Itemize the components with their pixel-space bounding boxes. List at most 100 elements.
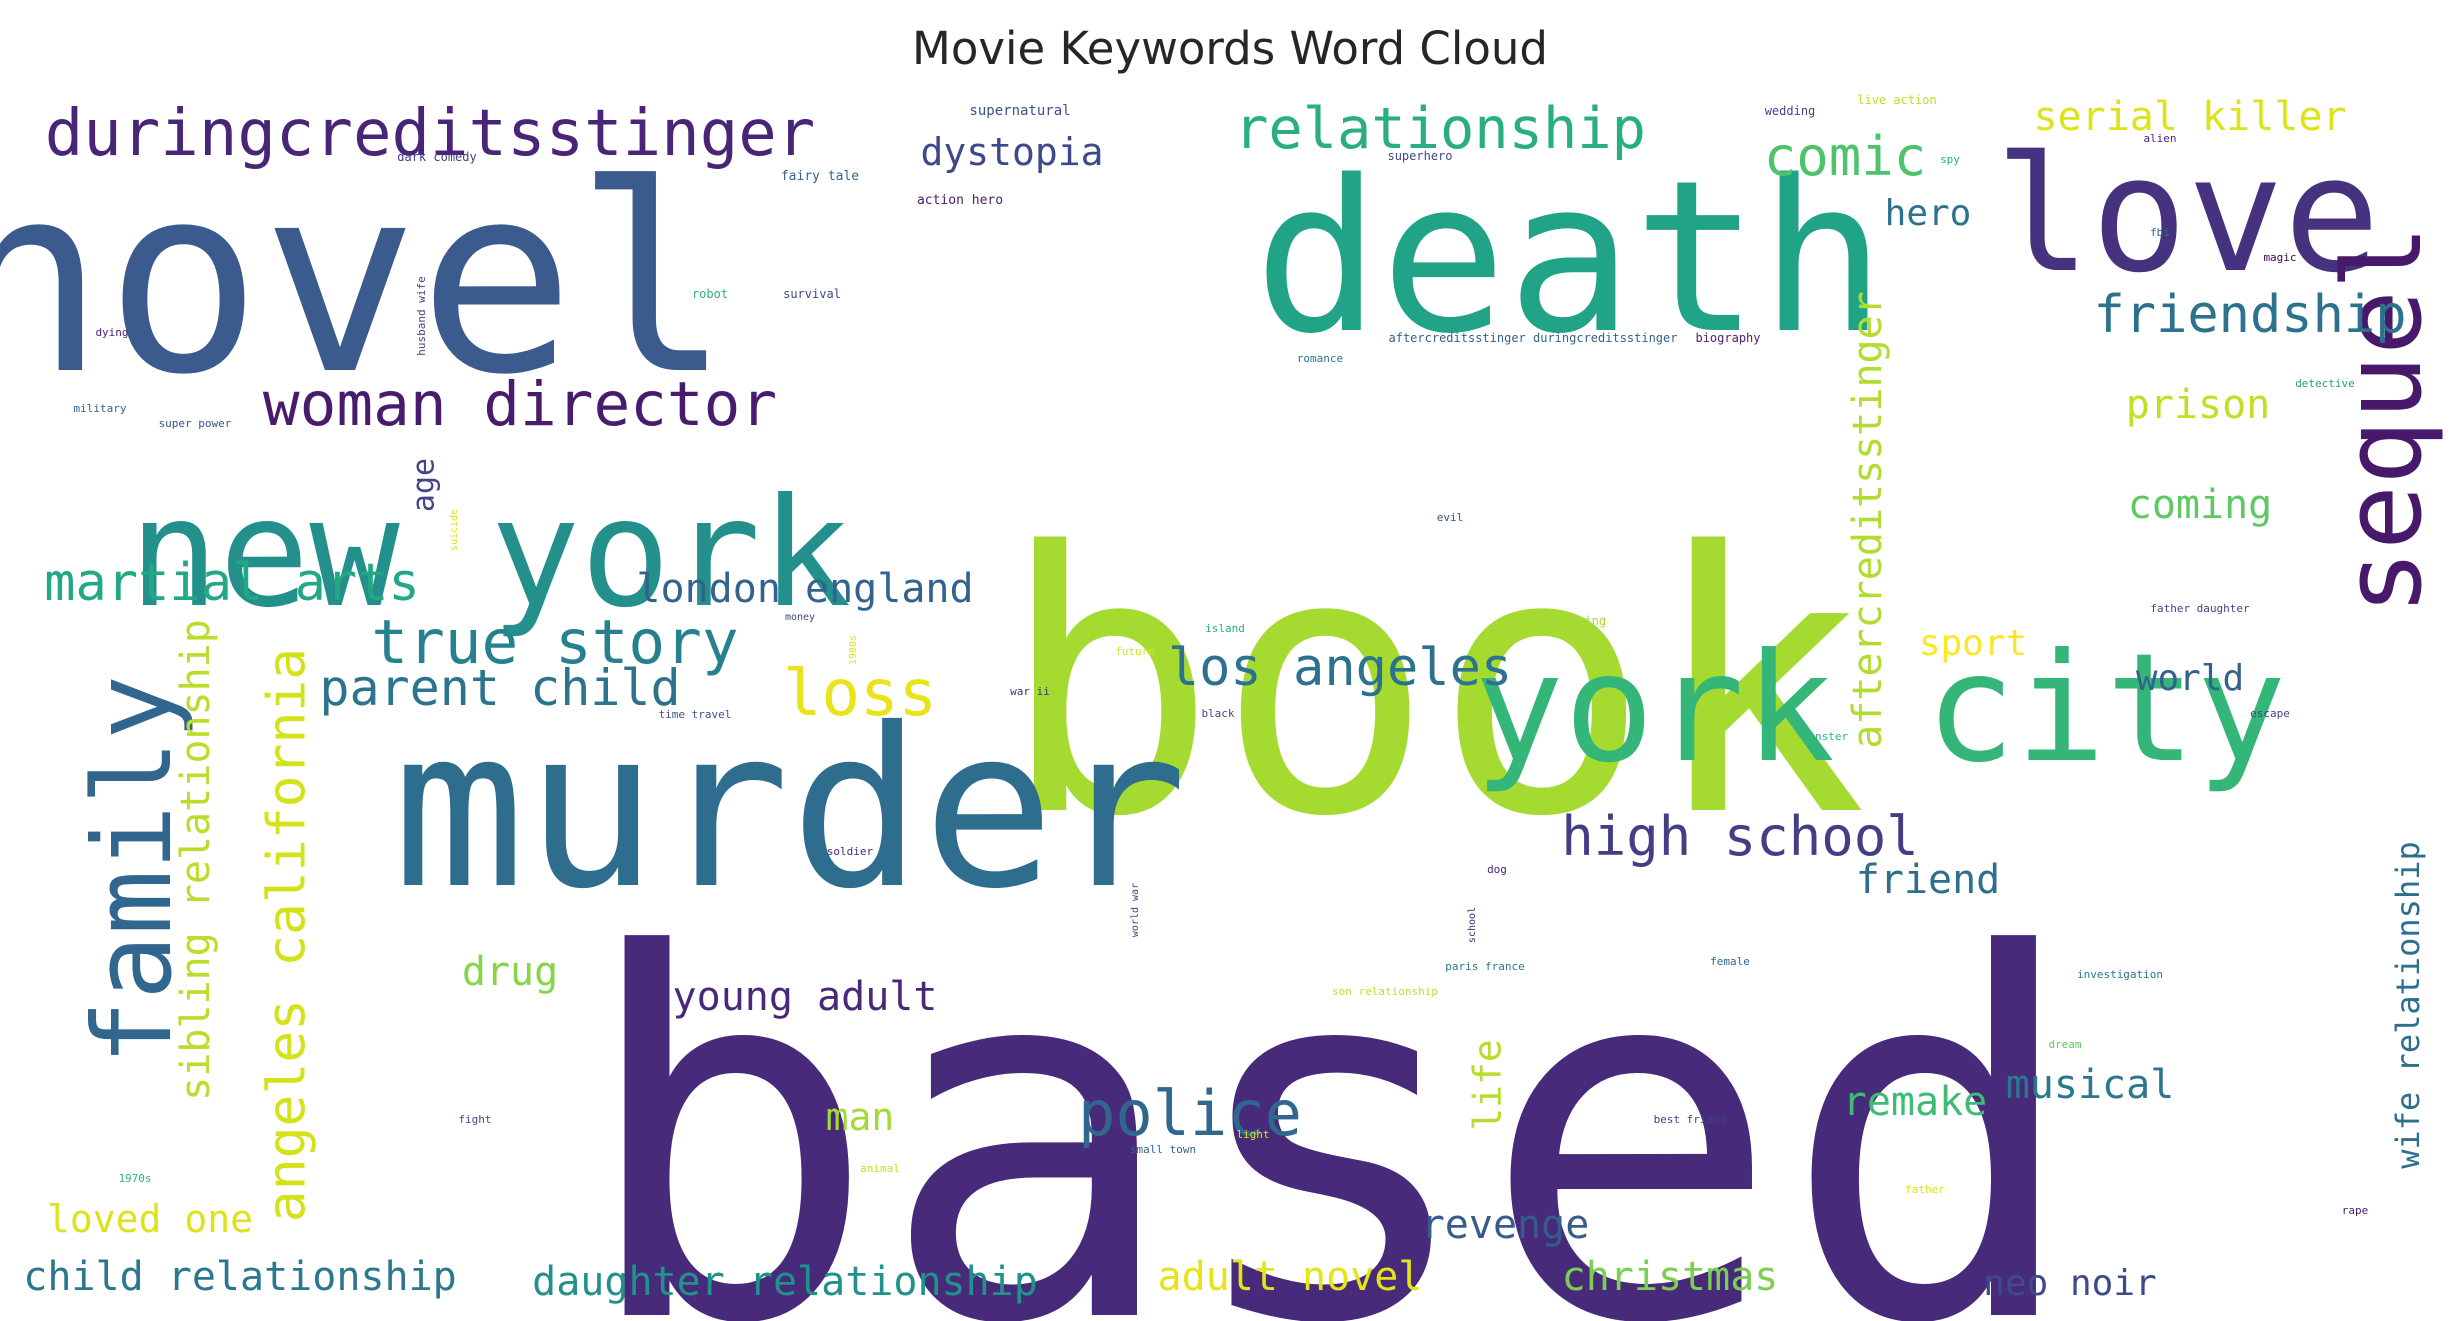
- word-supernatural: supernatural: [969, 103, 1070, 119]
- word-daughter-relationship: daughter relationship: [532, 1259, 1038, 1305]
- word-son-relationship: son relationship: [1332, 985, 1438, 998]
- word-robot: robot: [692, 287, 728, 301]
- word-school: school: [1467, 907, 1478, 943]
- word-police: police: [1078, 1077, 1302, 1150]
- word-book: book: [1000, 476, 1867, 895]
- word-high-school: high school: [1561, 805, 1919, 868]
- word-life: life: [1466, 1039, 1510, 1131]
- word-prison: prison: [2126, 382, 2271, 428]
- word-relationship: relationship: [1234, 96, 1646, 162]
- word-military: military: [74, 402, 127, 415]
- word-loss: loss: [783, 657, 937, 731]
- word-small-town: small town: [1130, 1143, 1196, 1156]
- word-musical: musical: [2006, 1062, 2175, 1108]
- word-hero: hero: [1885, 193, 1972, 234]
- word-wedding: wedding: [1765, 104, 1816, 118]
- word-light: light: [1236, 1128, 1269, 1141]
- word-spy: spy: [1940, 153, 1960, 166]
- chart-title: Movie Keywords Word Cloud: [912, 22, 1548, 75]
- word-drug: drug: [462, 949, 558, 995]
- word-based: based: [577, 851, 2082, 1321]
- word-loved-one: loved one: [47, 1197, 253, 1241]
- word-sibling-relationship: sibling relationship: [173, 619, 219, 1101]
- word-super-power: super power: [159, 417, 232, 430]
- word-young-adult: young adult: [673, 974, 938, 1020]
- word-new-york: new york: [129, 467, 851, 641]
- word-fairy-tale: fairy tale: [781, 169, 859, 184]
- word-comic: comic: [1764, 125, 1927, 188]
- word-romance: romance: [1297, 352, 1343, 365]
- word-london-england: london england: [636, 566, 973, 612]
- word-1980s: 1980s: [848, 635, 859, 665]
- word-biography: biography: [1695, 331, 1760, 345]
- word-dream: dream: [2048, 1038, 2081, 1051]
- word-love: love: [1995, 121, 2380, 308]
- word-kidnapping: kidnapping: [1534, 614, 1606, 628]
- word-1970s: 1970s: [118, 1172, 151, 1185]
- word-rape: rape: [2342, 1204, 2369, 1217]
- word-aftercreditsstinger-duringcreditsstinger: aftercreditsstinger duringcreditsstinger: [1389, 331, 1678, 345]
- word-child-relationship: child relationship: [23, 1254, 456, 1300]
- word-woman-director: woman director: [263, 369, 777, 440]
- word-monster: monster: [1802, 730, 1849, 743]
- word-superhero: superhero: [1387, 149, 1452, 163]
- word-novel: novel: [0, 130, 731, 432]
- word-parent-child: parent child: [319, 659, 680, 717]
- word-paris-france: paris france: [1445, 960, 1524, 973]
- word-husband-wife: husband wife: [415, 276, 428, 355]
- word-fbi: fbi: [2150, 226, 2170, 239]
- word-murder: murder: [393, 681, 1188, 937]
- word-investigation: investigation: [2077, 968, 2163, 981]
- word-future: future: [1115, 645, 1155, 658]
- word-escape: escape: [2250, 707, 2290, 720]
- word-death: death: [1254, 135, 1886, 380]
- word-best-friend: best friend: [1654, 1113, 1727, 1126]
- word-action-hero: action hero: [917, 193, 1003, 208]
- word-father-daughter: father daughter: [2150, 602, 2250, 615]
- word-evil: evil: [1437, 511, 1464, 524]
- word-revenge: revenge: [1421, 1202, 1590, 1248]
- word-friend: friend: [1856, 857, 2001, 903]
- word-dark-comedy: dark comedy: [397, 150, 476, 164]
- word-serial-killer: serial killer: [2033, 94, 2346, 140]
- word-family: family: [71, 675, 196, 1065]
- word-time-travel: time travel: [659, 708, 732, 721]
- word-suicide: suicide: [449, 509, 460, 551]
- word-angeles-california: angeles california: [257, 648, 318, 1222]
- word-age: age: [407, 458, 442, 512]
- word-dying: dying: [95, 326, 128, 339]
- word-female: female: [1710, 955, 1750, 968]
- word-father: father: [1905, 1183, 1945, 1196]
- word-remake: remake: [1843, 1079, 1988, 1125]
- word-adult-novel: adult novel: [1158, 1254, 1423, 1300]
- word-alien: alien: [2143, 132, 2176, 145]
- word-true-story: true story: [371, 607, 738, 678]
- word-sequel: sequel: [2321, 225, 2446, 615]
- word-money: money: [785, 612, 815, 623]
- word-world-war: world war: [1130, 883, 1141, 937]
- word-live-action: live action: [1857, 93, 1936, 107]
- word-black: black: [1201, 707, 1234, 720]
- word-war-ii: war ii: [1010, 685, 1050, 698]
- word-aftercreditsstinger: aftercreditsstinger: [1845, 291, 1891, 749]
- word-martial-arts: martial arts: [44, 553, 420, 613]
- word-man: man: [826, 1095, 895, 1139]
- word-world: world: [2136, 658, 2244, 699]
- word-animal: animal: [860, 1162, 900, 1175]
- word-duringcreditsstinger: duringcreditsstinger: [45, 97, 816, 171]
- word-friendship: friendship: [2093, 285, 2406, 345]
- word-christmas: christmas: [1562, 1254, 1779, 1300]
- word-magic: magic: [2263, 251, 2296, 264]
- word-fight: fight: [458, 1113, 491, 1126]
- word-soldier: soldier: [827, 845, 874, 858]
- word-coming: coming: [2128, 482, 2273, 528]
- word-island: island: [1205, 622, 1245, 635]
- word-dystopia: dystopia: [920, 130, 1103, 174]
- word-york-city: york city: [1474, 622, 2287, 796]
- word-los-angeles: los angeles: [1168, 638, 1512, 698]
- word-survival: survival: [783, 287, 841, 301]
- word-neo-noir: neo noir: [1983, 1263, 2156, 1304]
- word-detective: detective: [2295, 377, 2355, 390]
- word-wife-relationship: wife relationship: [2389, 841, 2427, 1169]
